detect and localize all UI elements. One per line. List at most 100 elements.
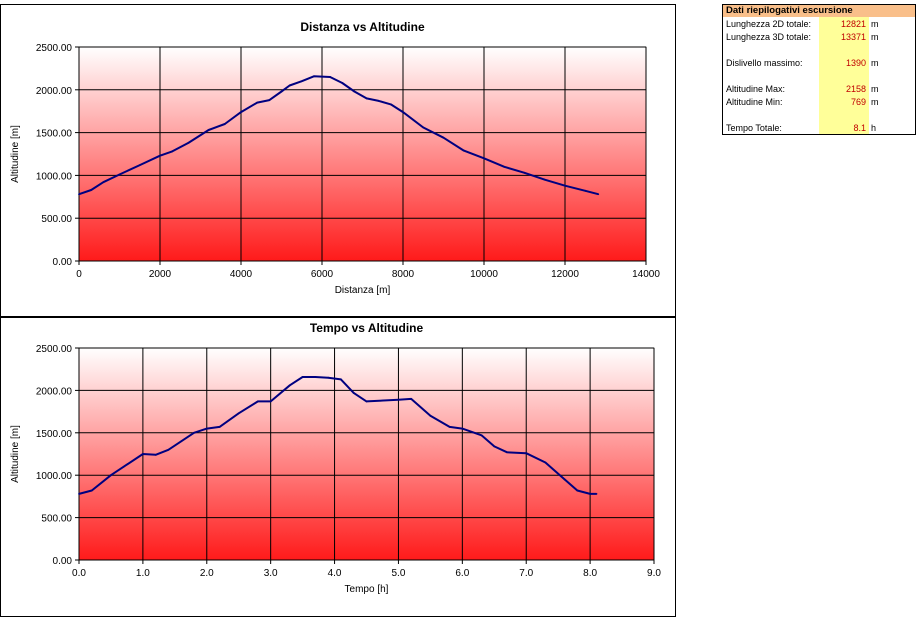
data-point: [223, 123, 226, 125]
data-point: [268, 99, 271, 101]
summary-row: Lunghezza 2D totale: 12821 m: [723, 19, 915, 30]
data-point: [352, 392, 355, 394]
x-axis-label: Distanza [m]: [335, 285, 391, 296]
data-point: [564, 184, 566, 187]
summary-row: Altitudine Min: 769 m: [723, 97, 915, 108]
summary-title: Dati riepilogativi escursione: [723, 5, 915, 17]
data-point: [523, 171, 526, 174]
data-point: [543, 178, 546, 181]
data-point: [448, 425, 451, 428]
summary-label: Dislivello massimo:: [726, 58, 803, 68]
y-tick-label: 2500.00: [36, 344, 73, 355]
data-point: [280, 90, 283, 93]
summary-value: 1390: [845, 58, 866, 68]
data-point: [461, 427, 464, 430]
data-point: [329, 76, 331, 78]
x-tick-label: 12000: [551, 269, 579, 280]
summary-unit: m: [871, 32, 879, 42]
data-point: [503, 165, 506, 168]
data-point: [240, 111, 242, 113]
data-point: [141, 453, 144, 455]
summary-unit: m: [871, 58, 879, 68]
data-point: [402, 111, 404, 113]
y-axis-label: Altitudine [m]: [10, 125, 21, 183]
data-point: [207, 129, 210, 131]
y-tick-label: 500.00: [41, 514, 72, 525]
y-tick-label: 500.00: [41, 214, 72, 225]
x-tick-label: 0.0: [72, 568, 86, 579]
y-tick-label: 1000.00: [36, 171, 73, 182]
data-point: [544, 461, 547, 464]
data-point: [180, 440, 183, 443]
data-point: [429, 414, 432, 417]
data-point: [90, 189, 93, 191]
summary-value: 2158: [845, 84, 866, 94]
x-tick-label: 5.0: [391, 568, 405, 579]
x-tick-label: 8.0: [583, 568, 597, 579]
data-point: [300, 80, 303, 83]
x-tick-label: 4.0: [328, 568, 342, 579]
data-point: [422, 126, 425, 129]
x-tick-label: 2.0: [200, 568, 214, 579]
plot-area: [78, 347, 655, 561]
y-tick-label: 2500.00: [36, 43, 73, 54]
time-altitude-chart: 0.0 1.0 2.0 3.0 4.0 5.0 6.0 7.0 8.0 9.0 0.00 500.00…: [10, 321, 661, 595]
data-point: [288, 84, 291, 87]
data-point: [595, 492, 598, 495]
data-point: [301, 376, 304, 378]
data-point: [288, 384, 291, 387]
chart-title: Tempo vs Altitudine: [310, 321, 424, 335]
y-tick-label: 2000.00: [36, 86, 73, 97]
data-point: [256, 400, 259, 403]
data-point: [187, 141, 190, 144]
data-point: [122, 465, 125, 468]
summary-row: Dislivello massimo: 1390 m: [723, 58, 915, 69]
y-tick-label: 2000.00: [36, 386, 73, 397]
chart-title: Distanza vs Altitudine: [300, 20, 425, 34]
data-point: [483, 157, 485, 160]
data-point: [340, 378, 342, 381]
y-tick-label: 0.00: [53, 556, 73, 567]
summary-label: Tempo Totale:: [726, 123, 782, 133]
data-point: [389, 103, 392, 106]
data-point: [159, 154, 161, 157]
data-point: [506, 451, 508, 454]
x-axis-label: Tempo [h]: [345, 584, 389, 595]
distance-altitude-chart: 0 2000 4000 6000 8000 10000 12000 14000 0.00 500.…: [10, 20, 660, 296]
summary-label: Altitudine Max:: [726, 84, 786, 94]
data-point: [576, 489, 579, 492]
data-point: [525, 452, 528, 455]
distance-chart-frame[interactable]: 0 2000 4000 6000 8000 10000 12000 14000 0.00 500.…: [0, 4, 676, 317]
x-tick-label: 3.0: [264, 568, 278, 579]
data-point: [493, 445, 496, 448]
summary-row: Altitudine Max: 2158 m: [723, 84, 915, 95]
y-tick-label: 1500.00: [36, 129, 73, 140]
x-tick-label: 8000: [392, 269, 415, 280]
data-point: [90, 489, 93, 492]
data-point: [365, 97, 368, 100]
summary-value: 13371: [840, 32, 866, 42]
data-point: [584, 189, 587, 192]
summary-value: 8.1: [853, 123, 866, 133]
x-tick-label: 6000: [311, 269, 334, 280]
data-point: [110, 474, 112, 477]
data-point: [171, 150, 174, 153]
data-point: [269, 400, 272, 403]
data-point: [597, 193, 600, 196]
summary-unit: m: [871, 97, 879, 107]
data-point: [218, 425, 221, 428]
series-line: [78, 75, 599, 196]
data-point: [563, 478, 566, 481]
time-chart-frame[interactable]: 0.0 1.0 2.0 3.0 4.0 5.0 6.0 7.0 8.0 9.0 0.00 500.00…: [0, 317, 676, 617]
data-point: [118, 173, 121, 176]
summary-row: Lunghezza 3D totale: 13371 m: [723, 32, 915, 43]
y-tick-label: 1500.00: [36, 429, 73, 440]
data-point: [341, 82, 344, 84]
x-tick-label: 0: [76, 269, 82, 280]
summary-value: 769: [850, 97, 866, 107]
data-point: [410, 397, 413, 400]
data-point: [78, 492, 80, 495]
data-point: [102, 181, 105, 184]
x-tick-label: 6.0: [455, 568, 469, 579]
data-point: [314, 376, 317, 378]
